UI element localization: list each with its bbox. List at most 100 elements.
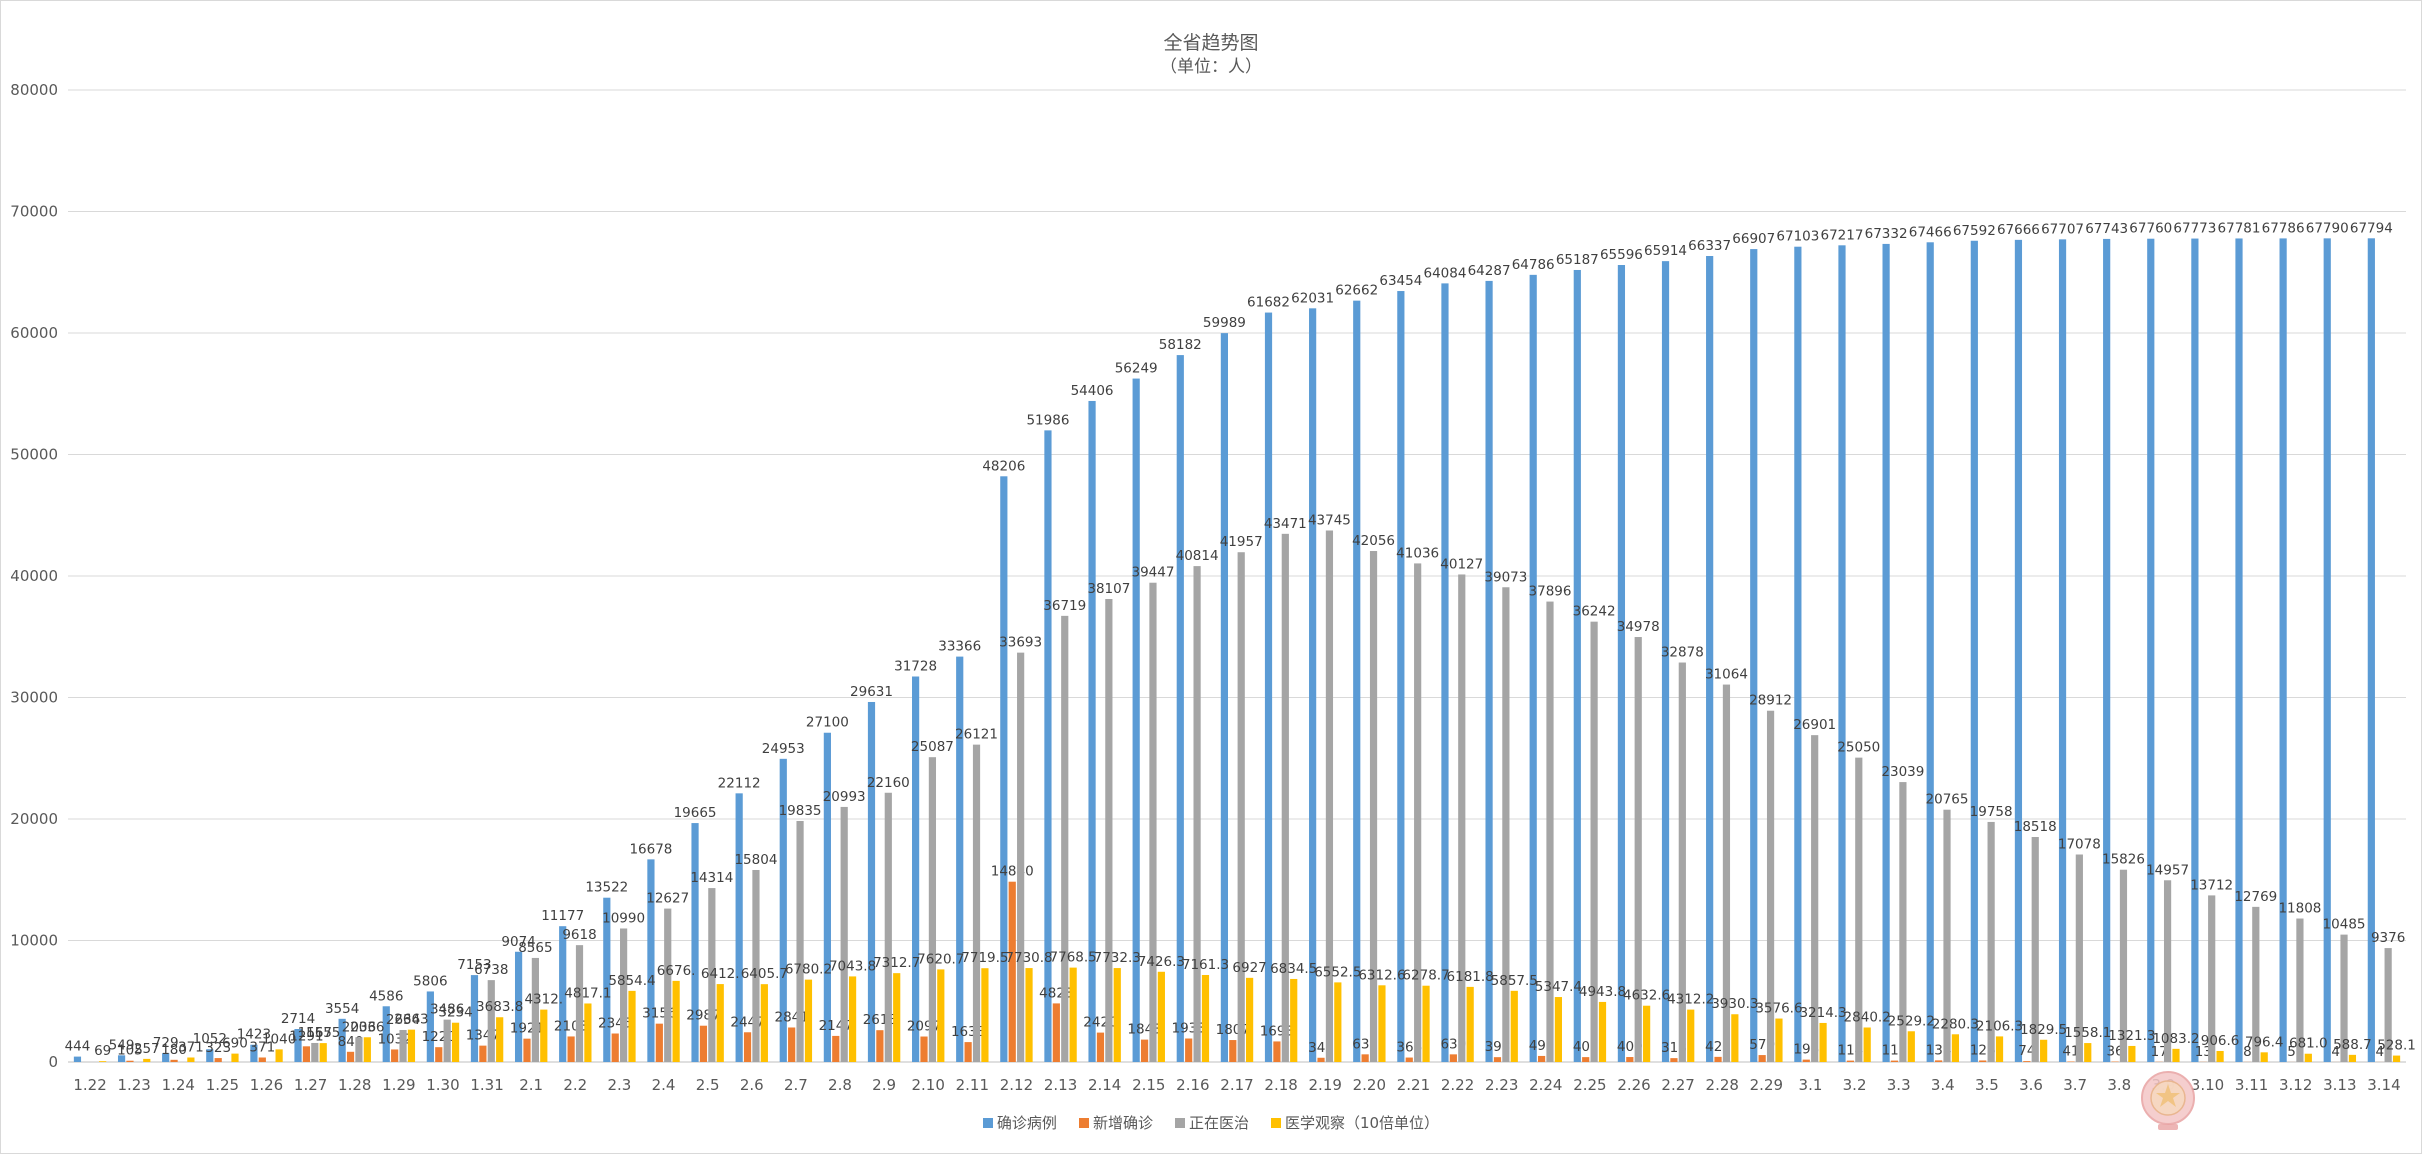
bar-4 bbox=[2304, 1053, 2312, 1062]
data-label: 1040 bbox=[262, 1031, 296, 1047]
data-label: 15804 bbox=[734, 852, 777, 868]
data-label: 67760 bbox=[2129, 221, 2172, 237]
data-label: 6278.7 bbox=[1402, 968, 1449, 984]
bar-4 bbox=[1378, 985, 1386, 1062]
bar-2 bbox=[1537, 1055, 1546, 1062]
data-label: 67666 bbox=[1997, 222, 2040, 238]
data-label: 1638 bbox=[951, 1024, 985, 1040]
y-tick-label: 20000 bbox=[10, 810, 58, 828]
data-label: 33693 bbox=[999, 635, 1042, 651]
data-label: 22112 bbox=[718, 775, 761, 791]
x-tick-label: 2.7 bbox=[784, 1076, 808, 1094]
data-label: 62662 bbox=[1335, 283, 1378, 299]
bar-3 bbox=[1943, 809, 1951, 1062]
data-label: 39447 bbox=[1131, 565, 1174, 581]
data-label: 67773 bbox=[2173, 221, 2216, 237]
x-tick-label: 1.24 bbox=[162, 1076, 195, 1094]
x-tick-label: 3.8 bbox=[2107, 1076, 2131, 1094]
bar-3 bbox=[1722, 684, 1731, 1062]
bar-4 bbox=[1246, 977, 1254, 1062]
x-tick-label: 2.26 bbox=[1617, 1076, 1650, 1094]
data-label: 3930.3 bbox=[1711, 996, 1758, 1012]
x-tick-label: 2.13 bbox=[1044, 1076, 1077, 1094]
bar-4 bbox=[1643, 1005, 1651, 1062]
bar-2 bbox=[126, 1060, 134, 1062]
bar-4 bbox=[1466, 986, 1474, 1062]
data-label: 12769 bbox=[2234, 889, 2277, 905]
data-label: 26901 bbox=[1793, 717, 1836, 733]
y-tick-label: 70000 bbox=[10, 203, 58, 221]
bar-3 bbox=[1149, 582, 1157, 1062]
data-label: 528.1 bbox=[2377, 1038, 2416, 1054]
bar-4 bbox=[2040, 1039, 2048, 1062]
bar-2 bbox=[567, 1036, 575, 1062]
bar-3 bbox=[2252, 906, 2260, 1062]
data-label: 39073 bbox=[1484, 569, 1527, 585]
data-label: 796.4 bbox=[2245, 1034, 2284, 1050]
data-label: 4 bbox=[2375, 1044, 2384, 1060]
x-tick-label: 3.14 bbox=[2367, 1076, 2400, 1094]
bar-4 bbox=[2128, 1045, 2136, 1062]
x-tick-label: 2.20 bbox=[1353, 1076, 1386, 1094]
data-label: 3234 bbox=[438, 1005, 472, 1021]
bar-3 bbox=[1766, 710, 1775, 1062]
x-tick-label: 2.10 bbox=[912, 1076, 945, 1094]
bar-2 bbox=[258, 1057, 266, 1062]
bar-2 bbox=[1582, 1057, 1590, 1062]
bar-1 bbox=[1794, 246, 1802, 1062]
data-label: 2714 bbox=[281, 1011, 315, 1027]
bar-2 bbox=[655, 1023, 663, 1062]
data-label: 56249 bbox=[1115, 361, 1158, 377]
data-label: 67743 bbox=[2085, 221, 2128, 237]
bar-4 bbox=[760, 984, 768, 1062]
data-label: 444 bbox=[65, 1039, 91, 1055]
data-label: 65187 bbox=[1556, 252, 1599, 268]
bar-1 bbox=[647, 859, 655, 1062]
bar-4 bbox=[231, 1053, 239, 1062]
y-tick-label: 50000 bbox=[10, 446, 58, 464]
bar-1 bbox=[117, 1055, 126, 1062]
bar-1 bbox=[1264, 312, 1273, 1062]
bar-4 bbox=[275, 1049, 283, 1062]
legend-swatch bbox=[1270, 1117, 1281, 1128]
data-label: 1423 bbox=[237, 1027, 271, 1043]
x-tick-label: 1.25 bbox=[206, 1076, 239, 1094]
data-label: 2634 bbox=[386, 1012, 420, 1028]
bar-1 bbox=[1485, 280, 1493, 1062]
x-tick-label: 2.6 bbox=[740, 1076, 764, 1094]
bar-2 bbox=[479, 1045, 487, 1062]
data-label: 2529.2 bbox=[1888, 1013, 1935, 1029]
bar-4 bbox=[937, 969, 945, 1062]
bar-1 bbox=[779, 758, 787, 1062]
bar-2 bbox=[699, 1025, 708, 1062]
bar-1 bbox=[162, 1053, 170, 1062]
bar-4 bbox=[804, 979, 813, 1062]
bar-1 bbox=[2235, 238, 2243, 1063]
x-tick-label: 2.18 bbox=[1264, 1076, 1297, 1094]
bar-4 bbox=[540, 1009, 548, 1062]
data-label: 5 bbox=[2287, 1044, 2296, 1060]
legend-item-new: 新增确诊 bbox=[1078, 1112, 1153, 1133]
data-label: 7161.3 bbox=[1182, 957, 1229, 973]
data-label: 5806 bbox=[413, 973, 447, 989]
bar-3 bbox=[1546, 601, 1554, 1062]
bar-3 bbox=[840, 806, 848, 1062]
data-label: 74 bbox=[2018, 1043, 2035, 1059]
bar-3 bbox=[2340, 934, 2348, 1062]
bar-1 bbox=[1882, 243, 1890, 1062]
y-tick-label: 40000 bbox=[10, 567, 58, 585]
legend-item-observation: 医学观察（10倍单位） bbox=[1270, 1112, 1439, 1133]
bar-3 bbox=[1061, 615, 1069, 1062]
legend-swatch bbox=[982, 1117, 993, 1128]
data-label: 37896 bbox=[1529, 584, 1572, 600]
bar-4 bbox=[1951, 1034, 1960, 1062]
bar-1 bbox=[1661, 261, 1670, 1062]
data-label: 1693 bbox=[1260, 1023, 1294, 1039]
data-label: 25050 bbox=[1837, 740, 1880, 756]
bar-1 bbox=[2147, 238, 2155, 1062]
data-label: 63454 bbox=[1379, 273, 1422, 289]
x-tick-label: 2.8 bbox=[828, 1076, 852, 1094]
data-label: 4312.2 bbox=[1667, 992, 1714, 1008]
bar-3 bbox=[311, 1042, 319, 1062]
bar-4 bbox=[1025, 968, 1033, 1062]
